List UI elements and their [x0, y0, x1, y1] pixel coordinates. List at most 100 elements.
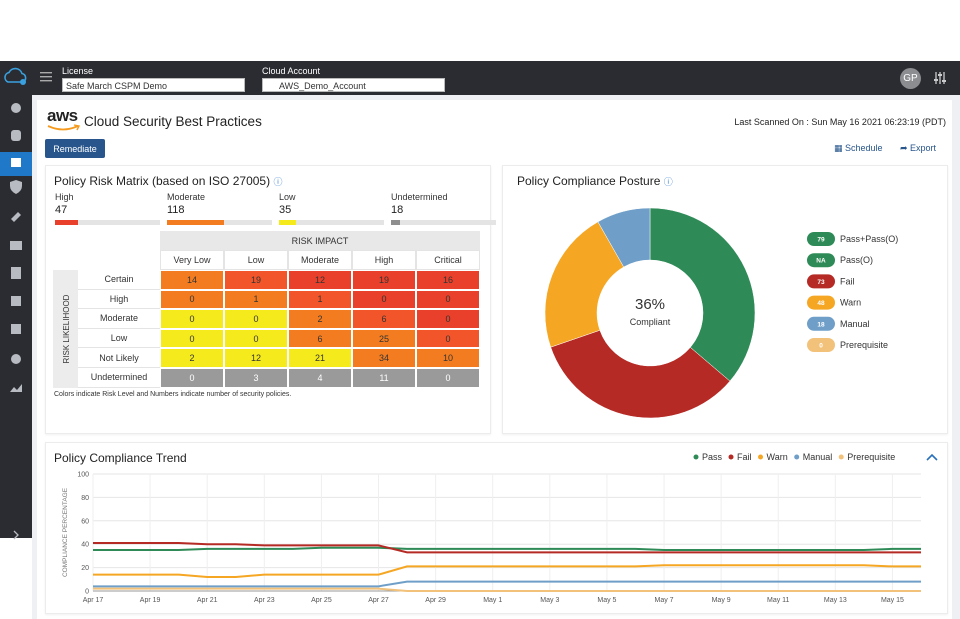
matrix-cell: 19	[224, 270, 288, 290]
posture-chart: 36% Compliant 79 Pass+Pass(O) NA Pass(O) 73 Fai…	[544, 207, 898, 419]
y-tick-label: 100	[77, 472, 89, 479]
series-line	[93, 580, 921, 588]
legend-label: Prerequisite	[840, 340, 888, 350]
matrix-cell: 14	[160, 270, 224, 290]
settings-icon[interactable]	[933, 71, 947, 85]
donut-slice	[649, 207, 756, 382]
x-tick-label: Apr 25	[311, 597, 332, 604]
risk-matrix-note: Colors indicate Risk Level and Numbers i…	[54, 391, 292, 398]
legend-badge-value: 79	[817, 237, 825, 244]
legend-badge-value: 48	[817, 300, 825, 307]
matrix-cell: 1	[288, 289, 352, 310]
license-value: Safe March CSPM Demo	[66, 81, 168, 91]
row-label: High	[78, 290, 160, 310]
impact-header: RISK IMPACT	[160, 231, 480, 250]
summary-value: 35	[279, 204, 292, 216]
matrix-cell: 25	[352, 328, 416, 349]
license-label: License	[62, 66, 94, 76]
aws-smile	[47, 124, 81, 131]
y-tick-label: 80	[81, 495, 89, 502]
matrix-cell: 11	[352, 368, 416, 388]
x-tick-label: May 11	[767, 597, 790, 604]
trend-title: Policy Compliance Trend	[54, 451, 187, 465]
matrix-cell: 0	[160, 309, 224, 329]
avatar[interactable]: GP	[900, 68, 921, 89]
posture-title-text: Policy Compliance Posture	[517, 174, 661, 188]
y-tick-label: 40	[81, 542, 89, 549]
legend-badge	[807, 253, 835, 268]
summary-value: 47	[55, 204, 68, 216]
legend-badge	[807, 295, 835, 310]
x-tick-label: May 15	[881, 597, 904, 604]
column-label: Low	[224, 250, 288, 270]
summary-value: 118	[167, 204, 185, 216]
legend-swatch	[728, 454, 734, 460]
donut-center-value: 36%	[635, 296, 665, 313]
row-label: Not Likely	[78, 348, 160, 368]
legend-badge	[807, 232, 835, 246]
column-label: Critical	[416, 250, 480, 270]
matrix-cell: 3	[224, 368, 288, 388]
matrix-cell: 21	[288, 348, 352, 368]
donut-center-caption: Compliant	[630, 317, 671, 327]
x-tick-label: Apr 19	[140, 597, 161, 604]
legend-label: Fail	[840, 276, 855, 286]
menu-icon[interactable]	[40, 71, 54, 83]
likelihood-box	[53, 270, 78, 388]
matrix-cell: 2	[288, 309, 352, 329]
legend-badge-value: 18	[817, 321, 825, 328]
series-line	[93, 587, 921, 592]
series-line	[93, 542, 921, 554]
summary-bar	[279, 220, 296, 225]
risk-matrix-title: Policy Risk Matrix (based on ISO 27005) …	[54, 174, 282, 188]
sidebar-icons	[10, 103, 22, 540]
donut-slice	[544, 221, 625, 348]
matrix-cell: 0	[416, 328, 480, 349]
info-icon[interactable]: ⓘ	[273, 177, 283, 187]
legend-label: Fail	[737, 452, 752, 462]
donut-slice	[550, 329, 731, 419]
y-tick-label: 20	[81, 565, 89, 572]
legend-label: Manual	[803, 452, 833, 462]
app-logo[interactable]	[2, 66, 30, 88]
remediate-button[interactable]: Remediate	[45, 139, 105, 158]
donut-slice	[597, 207, 651, 268]
x-tick-label: May 7	[655, 597, 674, 604]
risk-matrix-title-text: Policy Risk Matrix (based on ISO 27005)	[54, 174, 271, 188]
x-tick-label: Apr 17	[83, 597, 104, 604]
x-tick-label: May 1	[483, 597, 502, 604]
matrix-cell: 4	[288, 368, 352, 388]
summary-bar	[391, 220, 400, 225]
matrix-cell: 0	[224, 309, 288, 329]
series-line	[93, 564, 921, 578]
trend-chart: 0 20 40 60 80 100 Apr 17 Apr 19 Apr 21 Apr 23 Apr …	[62, 452, 938, 604]
y-tick-label: 60	[81, 518, 89, 525]
likelihood-label: RISK LIKELIHOOD	[61, 294, 70, 364]
account-select[interactable]: AWS_Demo_Account	[262, 78, 445, 92]
license-select[interactable]: Safe March CSPM Demo	[62, 78, 245, 92]
series-line	[93, 546, 921, 552]
matrix-cell: 0	[416, 368, 480, 388]
x-tick-label: May 3	[540, 597, 559, 604]
legend-label: Warn	[840, 298, 861, 308]
y-tick-label: 0	[85, 589, 89, 596]
matrix-cell: 0	[160, 368, 224, 388]
column-label: High	[352, 250, 416, 270]
row-label: Low	[78, 329, 160, 349]
matrix-cell: 6	[288, 328, 352, 349]
legend-badge-value: 73	[817, 279, 825, 286]
row-label: Certain	[78, 270, 160, 290]
matrix-cell: 0	[160, 289, 224, 310]
schedule-label: Schedule	[845, 143, 883, 153]
info-icon[interactable]: ⓘ	[663, 177, 673, 187]
summary-track	[55, 220, 160, 225]
row-label: Undetermined	[78, 368, 160, 388]
collapse-icon[interactable]	[926, 453, 938, 461]
export-button[interactable]: ➦ Export	[900, 143, 937, 153]
schedule-button[interactable]: ▦ Schedule	[834, 143, 883, 153]
column-label: Moderate	[288, 250, 352, 270]
summary-value: 18	[391, 204, 404, 216]
x-tick-label: Apr 23	[254, 597, 275, 604]
summary-label: Moderate	[167, 192, 206, 202]
matrix-cell: 0	[416, 289, 480, 310]
